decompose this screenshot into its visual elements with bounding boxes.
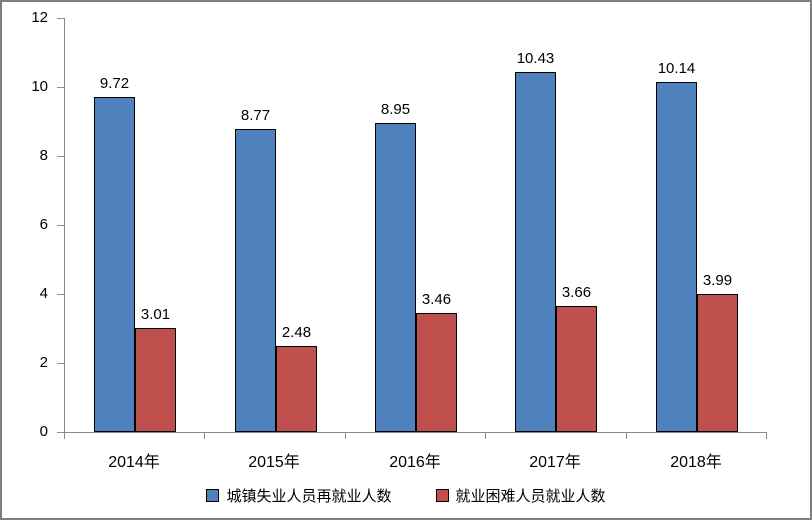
x-axis-tick bbox=[766, 433, 767, 439]
x-category-label: 2016年 bbox=[389, 454, 441, 471]
bar-series2-2016年 bbox=[416, 313, 457, 432]
legend-swatch bbox=[435, 489, 449, 502]
legend-item: 就业困难人员就业人数 bbox=[435, 485, 606, 506]
y-tick-label: 4 bbox=[39, 285, 48, 302]
y-axis-tick bbox=[57, 18, 64, 19]
y-tick-label: 8 bbox=[39, 147, 48, 164]
y-tick-label: 0 bbox=[39, 423, 48, 440]
y-tick-label: 10 bbox=[31, 78, 48, 95]
bar-value-label: 8.95 bbox=[380, 101, 411, 118]
y-axis-tick bbox=[57, 294, 64, 295]
x-axis-tick bbox=[345, 433, 346, 439]
x-axis-tick bbox=[64, 433, 65, 439]
y-tick-label: 6 bbox=[39, 216, 48, 233]
y-tick-label: 12 bbox=[31, 9, 48, 26]
bar-value-label: 9.72 bbox=[99, 75, 130, 92]
y-axis-tick bbox=[57, 156, 64, 157]
bar-value-label: 3.99 bbox=[702, 272, 733, 289]
bar-value-label: 10.43 bbox=[516, 50, 555, 67]
bar-series2-2014年 bbox=[135, 328, 176, 432]
bar-series1-2018年 bbox=[656, 82, 697, 432]
legend-swatch bbox=[206, 489, 220, 502]
legend-label: 城镇失业人员再就业人数 bbox=[226, 488, 392, 505]
bar-series2-2017年 bbox=[556, 306, 597, 432]
x-category-label: 2018年 bbox=[670, 454, 722, 471]
x-category-label: 2017年 bbox=[529, 454, 581, 471]
bar-value-label: 3.66 bbox=[561, 284, 592, 301]
bar-value-label: 3.46 bbox=[421, 291, 452, 308]
x-axis-tick bbox=[485, 433, 486, 439]
bar-series1-2016年 bbox=[375, 123, 416, 432]
bar-value-label: 2.48 bbox=[281, 324, 312, 341]
y-axis-tick bbox=[57, 432, 64, 433]
y-axis-tick bbox=[57, 225, 64, 226]
bar-value-label: 8.77 bbox=[240, 107, 271, 124]
bar-series1-2015年 bbox=[235, 129, 276, 432]
bar-series1-2017年 bbox=[515, 72, 556, 432]
bar-value-label: 10.14 bbox=[657, 60, 696, 77]
bar-value-label: 3.01 bbox=[140, 306, 171, 323]
legend-item: 城镇失业人员再就业人数 bbox=[206, 485, 392, 506]
x-category-label: 2014年 bbox=[108, 454, 160, 471]
y-axis-tick bbox=[57, 87, 64, 88]
y-axis-tick bbox=[57, 363, 64, 364]
x-category-label: 2015年 bbox=[248, 454, 300, 471]
legend: 城镇失业人员再就业人数 就业困难人员就业人数 bbox=[2, 485, 810, 506]
bar-series2-2018年 bbox=[697, 294, 738, 432]
x-axis-tick bbox=[204, 433, 205, 439]
y-tick-label: 2 bbox=[39, 354, 48, 371]
legend-label: 就业困难人员就业人数 bbox=[455, 488, 606, 505]
x-axis-tick bbox=[626, 433, 627, 439]
bar-series1-2014年 bbox=[94, 97, 135, 432]
plot-area: 9.72 8.77 8.95 10.43 10.14 3.01 2.48 3.46 3.66 3.… bbox=[64, 18, 767, 433]
bar-series2-2015年 bbox=[276, 346, 317, 432]
